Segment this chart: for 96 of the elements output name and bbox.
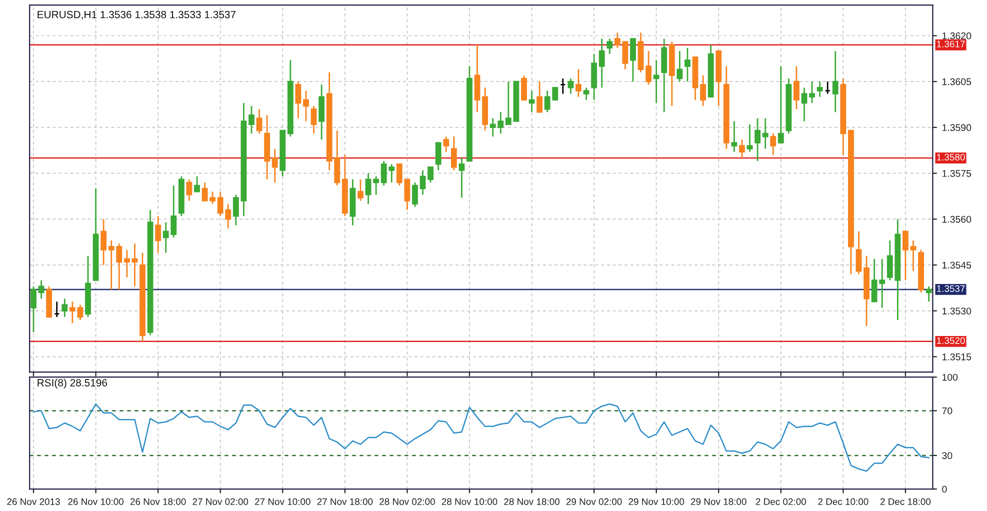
candlestick <box>248 105 254 134</box>
candlestick <box>194 176 200 192</box>
candlestick <box>653 59 660 104</box>
candlestick <box>155 215 162 254</box>
y-tick-label: 1.3515 <box>942 353 972 360</box>
x-tick-label: 29 Nov 18:00 <box>691 498 746 505</box>
candlestick <box>676 50 683 82</box>
x-tick-label: 2 Dec 02:00 <box>756 498 806 505</box>
candlestick <box>272 148 278 184</box>
candlestick <box>528 90 535 113</box>
y-tick-label: 1.3590 <box>942 124 972 132</box>
candlestick <box>132 242 138 288</box>
candlestick <box>739 138 745 159</box>
candlestick <box>536 80 543 113</box>
chart-title: EURUSD,H1 1.3536 1.3538 1.3533 1.3537 <box>38 10 236 20</box>
candlestick <box>62 298 68 318</box>
chart-title: RSI(8) 28.5196 <box>38 378 108 388</box>
ref-line-label: 1.3617 <box>937 40 965 48</box>
candlestick <box>684 47 690 82</box>
line-series <box>32 403 930 472</box>
candlestick <box>816 80 823 98</box>
candlestick <box>731 120 738 153</box>
candlestick <box>809 80 815 104</box>
candlestick <box>458 157 465 198</box>
y-tick-label: 1.3575 <box>942 170 972 177</box>
x-tick-label: 26 Nov 18:00 <box>130 498 186 505</box>
candlestick <box>824 80 831 94</box>
x-tick-label: 27 Nov 10:00 <box>255 498 310 505</box>
x-tick-label: 2 Dec 18:00 <box>880 498 931 505</box>
candlestick <box>646 50 652 86</box>
candlestick <box>373 176 380 196</box>
candlestick <box>256 108 262 134</box>
candlestick <box>576 68 582 98</box>
candlestick <box>295 80 302 119</box>
candlestick <box>358 178 364 202</box>
y-tick-label: 30 <box>942 452 952 460</box>
candlestick <box>754 118 761 162</box>
candlestick <box>124 249 130 278</box>
candlestick <box>303 90 309 122</box>
candlestick <box>794 66 800 110</box>
candlestick <box>443 136 450 153</box>
y-tick-label: 1.3545 <box>942 262 972 269</box>
ref-line-label: 1.3537 <box>937 285 965 292</box>
candlestick <box>778 66 784 144</box>
candlestick <box>910 240 916 272</box>
candlestick <box>856 230 862 275</box>
x-tick-label: 27 Nov 02:00 <box>192 498 248 505</box>
x-tick-label: 29 Nov 02:00 <box>566 498 622 505</box>
x-tick-label: 28 Nov 10:00 <box>442 498 498 505</box>
candlestick <box>428 166 434 184</box>
candlestick <box>365 172 372 205</box>
x-tick-label: 26 Nov 2013 <box>7 498 60 505</box>
candlestick <box>630 38 636 82</box>
candlestick <box>186 178 192 202</box>
candlestick <box>521 74 527 101</box>
y-tick-label: 1.3530 <box>942 308 972 314</box>
x-tick-label: 29 Nov 10:00 <box>628 498 684 505</box>
candlestick <box>583 86 590 101</box>
candlestick <box>762 118 768 150</box>
y-tick-label: 70 <box>942 407 952 414</box>
candlestick <box>210 190 216 205</box>
x-tick-label: 26 Nov 10:00 <box>68 498 124 505</box>
candlestick <box>560 78 566 94</box>
candlestick <box>420 170 426 196</box>
candlestick <box>310 105 317 134</box>
candlestick <box>202 182 208 202</box>
candlestick <box>568 78 574 94</box>
x-tick-label: 2 Dec 10:00 <box>818 498 868 505</box>
candlestick <box>54 300 60 318</box>
candlestick <box>801 86 808 122</box>
candlestick <box>69 300 76 324</box>
candlestick <box>746 124 753 153</box>
y-tick-label: 1.3605 <box>942 78 972 86</box>
x-tick-label: 28 Nov 18:00 <box>504 498 560 505</box>
candlestick <box>30 286 36 333</box>
x-tick-label: 27 Nov 18:00 <box>317 498 373 505</box>
candlestick <box>926 286 932 302</box>
x-tick-label: 28 Nov 02:00 <box>380 498 435 505</box>
candlestick <box>435 142 442 171</box>
ref-line-label: 1.3520 <box>937 337 965 344</box>
candlestick <box>100 218 107 266</box>
y-tick-label: 1.3560 <box>942 216 972 223</box>
candlestick <box>606 38 613 55</box>
candlestick <box>77 304 84 321</box>
candlestick <box>902 230 908 281</box>
ref-line-label: 1.3580 <box>937 154 965 161</box>
y-tick-label: 100 <box>942 374 958 381</box>
candlestick <box>832 50 838 113</box>
y-tick-label: 1.3620 <box>942 32 972 40</box>
candlestick <box>700 74 706 107</box>
candlestick <box>38 280 44 300</box>
candlestick <box>770 132 776 156</box>
candlestick <box>412 182 418 208</box>
y-tick-label: 0 <box>942 486 947 493</box>
candlestick <box>450 136 457 171</box>
candlestick <box>598 38 605 88</box>
